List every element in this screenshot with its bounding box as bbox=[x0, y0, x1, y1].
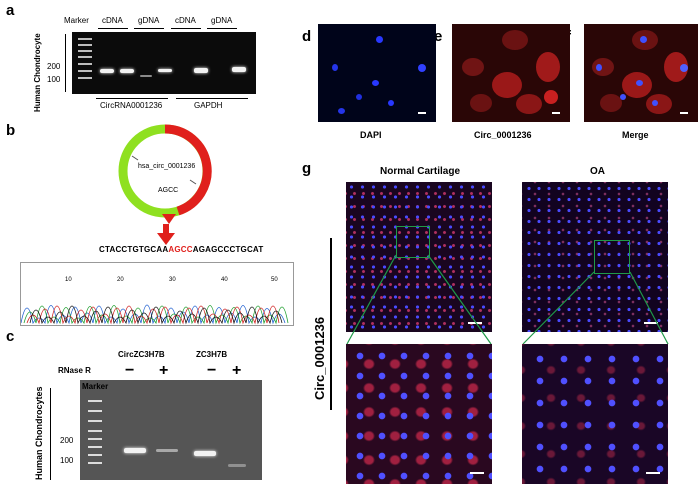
circ-label: Circ_0001236 bbox=[474, 130, 532, 140]
band-a4 bbox=[158, 69, 172, 72]
normal-overview bbox=[346, 182, 492, 332]
col-label-oa: OA bbox=[590, 166, 605, 177]
marker-label-a: Marker bbox=[64, 16, 89, 25]
lane-header-2: gDNA bbox=[138, 16, 160, 25]
zoom-connectors bbox=[346, 254, 669, 345]
dapi-image bbox=[318, 24, 436, 122]
panel-label-e: e bbox=[434, 28, 443, 45]
lane-line-3 bbox=[171, 28, 201, 29]
chromatogram-bases bbox=[23, 264, 291, 276]
sequence-right: AGAGCCCTGCAT bbox=[192, 245, 264, 254]
chrom-tick-30: 30 bbox=[169, 277, 176, 283]
circ-image bbox=[452, 24, 570, 122]
size-200-a: 200 bbox=[47, 62, 61, 71]
chrom-tick-10: 10 bbox=[65, 277, 72, 283]
size-100-c: 100 bbox=[60, 456, 74, 465]
zoom-box-normal bbox=[396, 226, 430, 258]
bracket-c bbox=[50, 388, 51, 480]
bracket-a bbox=[65, 34, 66, 92]
gel-a bbox=[72, 32, 256, 94]
lane-line-2 bbox=[134, 28, 164, 29]
band-a2 bbox=[120, 69, 134, 73]
normal-zoom bbox=[346, 344, 492, 484]
junction-arrow bbox=[157, 224, 175, 245]
gel-c: Marker bbox=[80, 380, 262, 480]
panel-label-d: d bbox=[302, 28, 312, 45]
chrom-tick-20: 20 bbox=[117, 277, 124, 283]
row-label-g: Circ_0001236 bbox=[312, 316, 327, 400]
panel-label-b: b bbox=[6, 122, 16, 139]
group-label-2: GAPDH bbox=[194, 101, 223, 110]
rnase-label: RNase R bbox=[58, 366, 91, 375]
group-label-1: CircRNA0001236 bbox=[100, 101, 163, 110]
oa-zoom bbox=[522, 344, 668, 484]
dapi-label: DAPI bbox=[360, 130, 382, 140]
col-label-normal: Normal Cartilage bbox=[380, 166, 461, 177]
band-a3 bbox=[140, 75, 152, 77]
sequence-junction: AGCC bbox=[168, 245, 193, 254]
lane-line-1 bbox=[98, 28, 128, 29]
junction-label: AGCC bbox=[158, 187, 179, 194]
lane-header-1: cDNA bbox=[102, 16, 123, 25]
band-a5 bbox=[194, 68, 208, 73]
merge-label: Merge bbox=[622, 130, 649, 140]
band-c4 bbox=[228, 464, 246, 467]
group-label-c1: CircZC3H7B bbox=[118, 350, 165, 359]
chrom-tick-40: 40 bbox=[221, 277, 228, 283]
merge-image bbox=[584, 24, 698, 122]
zoom-box-oa bbox=[594, 240, 630, 274]
sign-c3: − bbox=[207, 362, 217, 379]
panel-label-a: a bbox=[6, 2, 15, 19]
ylabel-a: Human Chondrocyte bbox=[33, 33, 42, 112]
band-c2 bbox=[156, 449, 178, 452]
lane-line-4 bbox=[207, 28, 237, 29]
sign-c4: + bbox=[232, 362, 242, 379]
marker-label-c: Marker bbox=[82, 382, 109, 391]
size-200-c: 200 bbox=[60, 436, 74, 445]
panel-label-g: g bbox=[302, 160, 312, 177]
chromatogram-traces bbox=[21, 304, 289, 325]
row-bar-g bbox=[330, 238, 332, 410]
group-line-2 bbox=[176, 98, 248, 99]
sign-c2: + bbox=[159, 362, 169, 379]
group-label-c2: ZC3H7B bbox=[196, 350, 228, 359]
chromatogram: 10 20 30 40 50 bbox=[20, 262, 294, 326]
panel-label-c: c bbox=[6, 328, 15, 345]
lane-header-4: gDNA bbox=[211, 16, 233, 25]
band-a1 bbox=[100, 69, 114, 73]
sign-c1: − bbox=[125, 362, 135, 379]
oa-overview bbox=[522, 182, 668, 332]
sequence-left: CTACCTGTGCAA bbox=[99, 245, 169, 254]
circrna-ring bbox=[118, 124, 212, 224]
size-100-a: 100 bbox=[47, 75, 61, 84]
chrom-tick-50: 50 bbox=[271, 277, 278, 283]
lane-header-3: cDNA bbox=[175, 16, 196, 25]
sequence-text: CTACCTGTGCAAAGCCAGAGCCCTGCAT bbox=[99, 245, 263, 254]
group-line-1 bbox=[96, 98, 168, 99]
ylabel-c: Human Chondrocytes bbox=[34, 386, 44, 480]
band-c1 bbox=[124, 448, 146, 453]
band-a6 bbox=[232, 67, 246, 72]
circ-name-label: hsa_circ_0001236 bbox=[138, 163, 196, 170]
band-c3 bbox=[194, 451, 216, 456]
